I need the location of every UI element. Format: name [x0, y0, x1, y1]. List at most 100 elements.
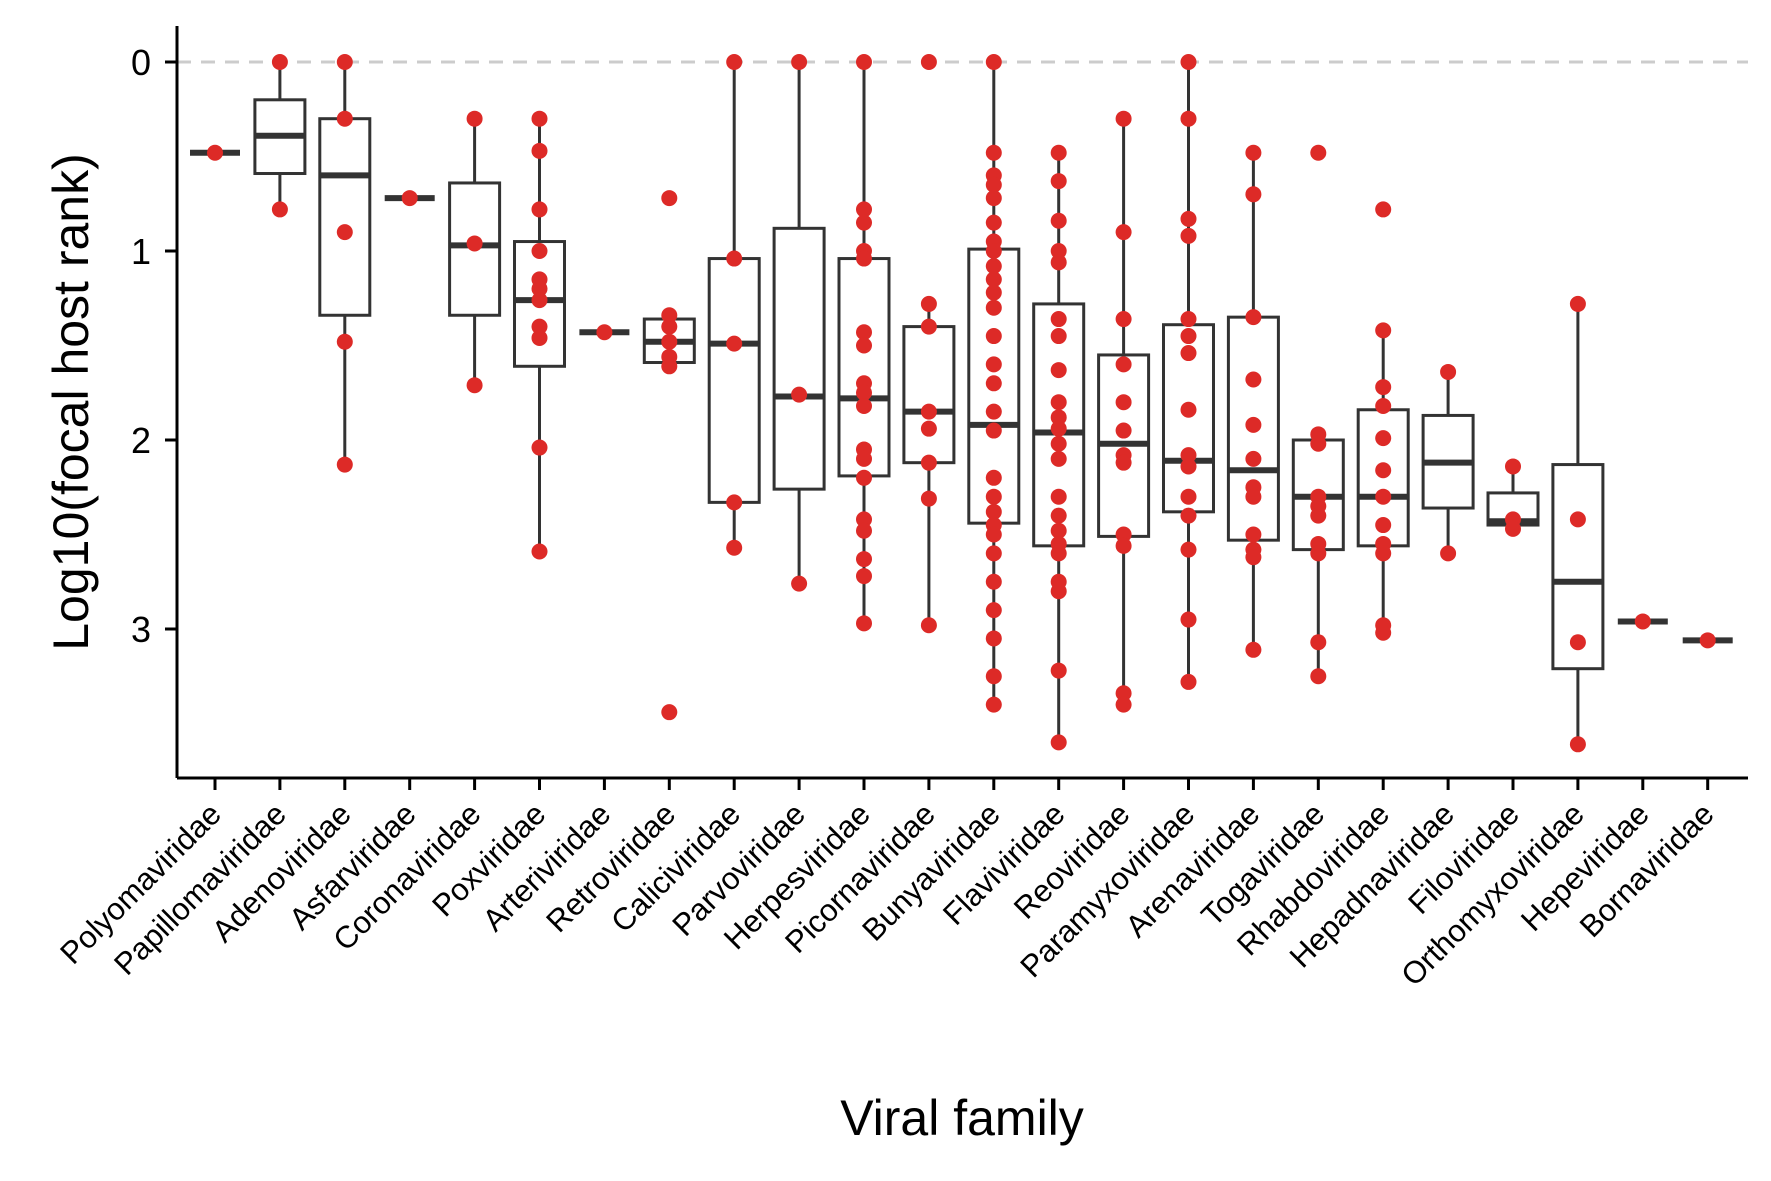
box-group: [1226, 152, 1280, 650]
data-point: [531, 142, 548, 159]
data-point: [856, 54, 872, 70]
y-tick-label: 1: [131, 231, 151, 272]
box-group: [253, 62, 307, 210]
data-point: [1634, 613, 1651, 630]
box: [902, 325, 956, 465]
data-point: [1245, 526, 1262, 543]
data-point: [1115, 454, 1132, 471]
y-ticks-layer: 0 1 2 3: [131, 42, 177, 650]
data-point: [1375, 201, 1392, 218]
data-point: [1050, 662, 1067, 679]
data-point: [661, 333, 678, 350]
data-point: [985, 573, 1002, 590]
data-point: [1180, 507, 1197, 524]
data-point: [531, 318, 548, 335]
data-point: [1180, 611, 1197, 628]
data-point: [1115, 422, 1132, 439]
box: [707, 257, 761, 504]
data-point: [531, 329, 548, 346]
data-point: [726, 539, 743, 556]
data-point: [1115, 224, 1132, 241]
data-point: [1699, 632, 1716, 649]
data-point: [856, 551, 872, 568]
data-point: [1050, 254, 1067, 271]
data-point: [466, 110, 483, 127]
data-point: [1050, 435, 1067, 452]
data-point: [1375, 397, 1392, 414]
data-point: [1050, 311, 1067, 328]
data-point: [985, 375, 1002, 392]
data-point: [1115, 696, 1132, 713]
data-point: [1245, 549, 1262, 566]
data-point: [985, 488, 1002, 505]
data-point: [1245, 144, 1262, 161]
box: [772, 226, 826, 491]
data-point: [856, 511, 872, 528]
box-group: [707, 62, 761, 548]
data-point: [985, 422, 1002, 439]
data-point: [1180, 210, 1197, 227]
y-tick-label: 2: [131, 420, 151, 461]
box-group: [513, 118, 566, 552]
data-point: [1569, 511, 1586, 528]
data-point: [1050, 507, 1067, 524]
data-point: [1115, 356, 1132, 373]
data-point: [1310, 668, 1327, 685]
data-point: [1375, 462, 1392, 479]
data-point: [856, 615, 872, 632]
data-point: [920, 403, 937, 420]
data-point: [985, 190, 1002, 207]
data-point: [1310, 435, 1327, 452]
data-point: [661, 190, 678, 207]
data-point: [1050, 328, 1067, 345]
data-point: [856, 397, 872, 414]
data-point: [336, 54, 353, 70]
box-group: [772, 62, 826, 584]
data-point: [1375, 624, 1392, 641]
data-point: [1180, 345, 1197, 362]
data-point: [271, 201, 288, 218]
data-point: [985, 545, 1002, 562]
points-layer: [207, 54, 1716, 753]
data-point: [1375, 322, 1392, 339]
data-point: [791, 575, 808, 592]
data-point: [985, 356, 1002, 373]
data-point: [920, 318, 937, 335]
data-point: [1505, 520, 1521, 537]
data-point: [985, 214, 1002, 231]
data-point: [791, 54, 808, 70]
data-point: [531, 243, 548, 259]
data-point: [1375, 379, 1392, 396]
data-point: [596, 324, 613, 341]
data-point: [1569, 295, 1586, 312]
data-point: [985, 176, 1002, 193]
data-point: [920, 617, 937, 634]
data-point: [985, 328, 1002, 345]
data-point: [1375, 517, 1392, 534]
data-point: [271, 54, 288, 70]
data-point: [985, 630, 1002, 647]
data-point: [1245, 641, 1262, 658]
data-point: [1245, 186, 1262, 203]
data-point: [985, 144, 1002, 161]
data-point: [531, 280, 548, 297]
box-group: [1162, 62, 1215, 682]
data-point: [920, 420, 937, 437]
data-point: [1505, 458, 1521, 475]
data-point: [726, 54, 743, 70]
data-point: [1180, 458, 1197, 475]
data-point: [1050, 545, 1067, 562]
data-point: [1180, 541, 1197, 558]
data-point: [985, 243, 1002, 259]
data-point: [726, 494, 743, 511]
data-point: [531, 110, 548, 127]
data-point: [1310, 545, 1327, 562]
data-point: [336, 333, 353, 350]
data-point: [1050, 212, 1067, 229]
data-point: [1050, 362, 1067, 379]
data-point: [1310, 144, 1327, 161]
data-point: [661, 318, 678, 335]
data-point: [856, 568, 872, 585]
data-point: [985, 258, 1002, 275]
data-point: [661, 358, 678, 375]
